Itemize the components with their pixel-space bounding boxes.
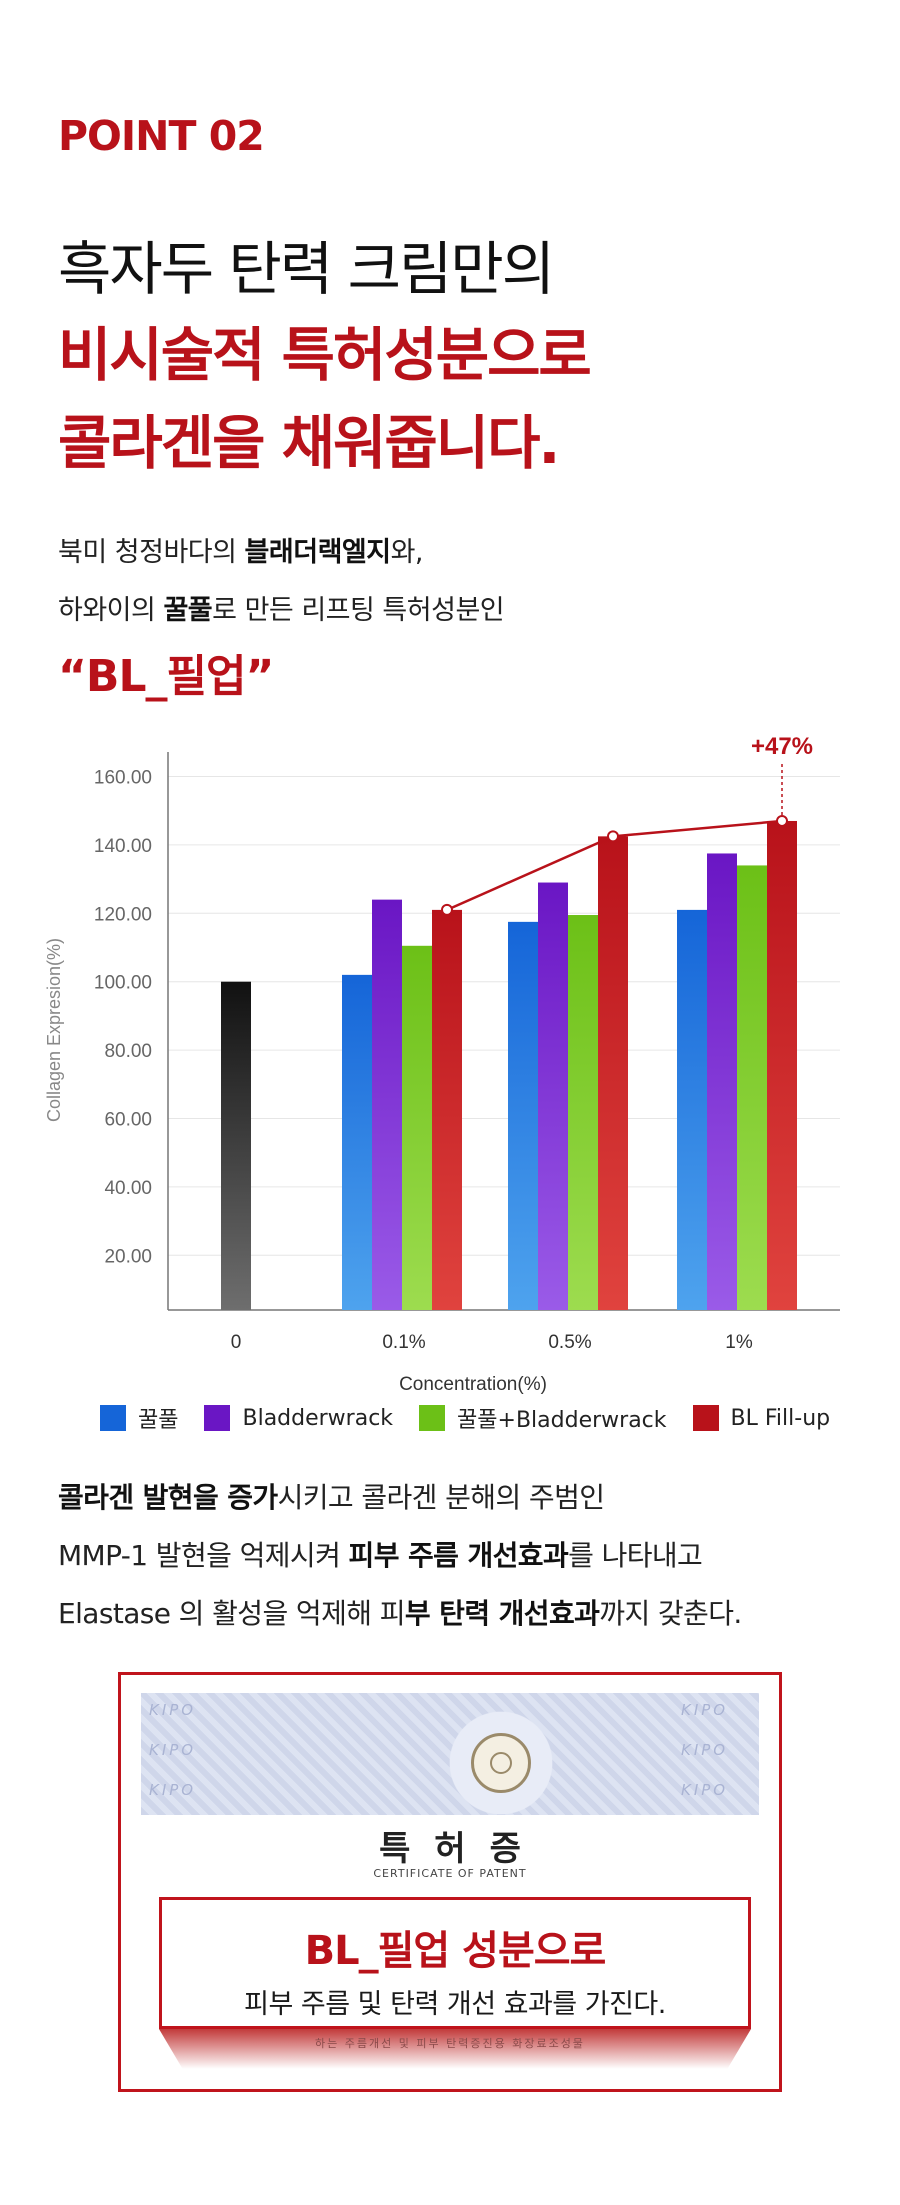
legend-swatch: [419, 1405, 446, 1431]
certificate-callout: BL_필업 성분으로 피부 주름 및 탄력 개선 효과를 가진다.: [159, 1897, 751, 2029]
annotation-label: +47%: [751, 733, 813, 760]
seal-inner-ring: [490, 1752, 512, 1774]
x-tick-label: 0.5%: [548, 1332, 591, 1353]
bar-control: [221, 981, 251, 1310]
legend-item: 꿀풀: [100, 1402, 178, 1434]
x-tick-label: 0.1%: [382, 1332, 425, 1353]
certificate-watermark: KIPO: [149, 1701, 197, 1719]
trend-point: [776, 814, 788, 827]
certificate-security-band: KIPO KIPO KIPO KIPO KIPO KIPO: [141, 1693, 759, 1823]
y-axis-label: Collagen Expresion(%): [44, 938, 64, 1122]
y-tick-label: 160.00: [94, 768, 152, 789]
body-bold: 부 탄력 개선효과: [404, 1597, 600, 1630]
bar-c1565d8: [677, 909, 707, 1310]
product-name: “BL_필업”: [58, 651, 274, 702]
chart-svg: 20.00 40.00 60.00 80.00 100.00 120.00 140.00 16…: [44, 733, 840, 1395]
headline-line-1: 흑자두 탄력 크림만의: [58, 235, 555, 303]
headline-line-2: 비시술적 특허성분으로: [58, 321, 592, 389]
bar-c6cc017: [568, 915, 598, 1310]
certificate-watermark: KIPO: [149, 1741, 197, 1759]
body-line-2: MMP-1 발현을 억제시켜 피부 주름 개선효과를 나타내고: [58, 1534, 703, 1574]
headline-line-3: 콜라겐을 채워줍니다.: [58, 409, 560, 477]
body-text: 를 나타내고: [568, 1539, 703, 1572]
legend-label: BL Fill-up: [730, 1405, 831, 1431]
callout-title: BL_필업 성분으로: [304, 1928, 607, 1974]
intro-bold-ingredient: 블래더랙엘지: [244, 537, 392, 568]
legend-item: Bladderwrack: [204, 1405, 393, 1431]
x-tick-label: 0: [231, 1332, 242, 1353]
certificate-watermark: KIPO: [149, 1781, 197, 1799]
certificate-subtitle: CERTIFICATE OF PATENT: [373, 1867, 527, 1880]
legend-swatch: [100, 1405, 126, 1431]
certificate-watermark: KIPO: [681, 1741, 729, 1759]
certificate-box-shadow: [159, 2029, 751, 2069]
body-line-3: Elastase 의 활성을 억제해 피부 탄력 개선효과까지 갖춘다.: [58, 1592, 742, 1632]
chart-legend: 꿀풀 Bladderwrack 꿀풀+Bladderwrack BL Fill-up: [100, 1402, 856, 1434]
y-tick-label: 80.00: [104, 1041, 152, 1062]
legend-swatch: [692, 1405, 719, 1431]
bar-c1565d8: [342, 974, 372, 1310]
body-text: 까지 갖춘다.: [599, 1597, 742, 1630]
certificate-watermark: KIPO: [681, 1701, 729, 1719]
y-tick-label: 100.00: [94, 973, 152, 994]
x-tick-label: 1%: [725, 1332, 753, 1353]
bar-c6cc017: [402, 945, 432, 1310]
trend-point: [607, 830, 619, 843]
intro-bold-ingredient: 꿀풀: [163, 595, 213, 626]
y-tick-label: 20.00: [104, 1246, 152, 1267]
body-text: MMP-1 발현을 억제시켜: [58, 1539, 349, 1572]
point-label: POINT 02: [58, 112, 265, 160]
legend-swatch: [204, 1405, 231, 1431]
y-tick-label: 40.00: [104, 1178, 152, 1199]
bar-c6a16c4: [707, 853, 737, 1310]
certificate-watermark: KIPO: [681, 1781, 729, 1799]
body-text: 시키고 콜라겐 분해의 주범인: [277, 1481, 605, 1514]
intro-text: 로 만든 리프팅 특허성분인: [212, 595, 505, 626]
certificate-faint-text: 하는 주름개선 및 피부 탄력증진용 화장료조성물: [315, 2037, 585, 2050]
body-line-1: 콜라겐 발현을 증가시키고 콜라겐 분해의 주범인: [58, 1476, 605, 1516]
trend-point: [441, 903, 453, 916]
y-tick-label: 120.00: [94, 904, 152, 925]
certificate-seal-icon: [471, 1733, 531, 1793]
body-bold: 콜라겐 발현을 증가: [58, 1481, 278, 1514]
body-bold: 피부 주름 개선효과: [348, 1539, 569, 1572]
callout-description: 피부 주름 및 탄력 개선 효과를 가진다.: [244, 1989, 666, 2020]
intro-text: 북미 청정바다의: [58, 537, 245, 568]
y-tick-label: 60.00: [104, 1109, 152, 1130]
legend-item: 꿀풀+Bladderwrack: [419, 1402, 667, 1434]
legend-item: BL Fill-up: [692, 1405, 831, 1431]
x-axis-label: Concentration(%): [399, 1374, 547, 1395]
certificate-title: 특허증: [379, 1829, 545, 1869]
bar-cb8121a: [767, 820, 797, 1310]
collagen-chart: 20.00 40.00 60.00 80.00 100.00 120.00 140.00 16…: [0, 710, 900, 1430]
bar-c1565d8: [508, 921, 538, 1310]
patent-certificate: KIPO KIPO KIPO KIPO KIPO KIPO 특허증 CERTIF…: [118, 1672, 782, 2092]
intro-text: 와,: [390, 537, 424, 568]
legend-label: 꿀풀: [138, 1408, 179, 1433]
intro-line-1: 북미 청정바다의 블래더랙엘지와,: [58, 530, 424, 569]
bar-c6a16c4: [538, 882, 568, 1310]
bar-c6a16c4: [372, 899, 402, 1310]
bar-c6cc017: [737, 865, 767, 1310]
y-tick-label: 140.00: [94, 836, 152, 857]
body-text: Elastase 의 활성을 억제해 피: [58, 1597, 405, 1630]
legend-label: Bladderwrack: [242, 1405, 394, 1431]
intro-text: 하와이의: [58, 595, 164, 626]
bar-cb8121a: [432, 909, 462, 1310]
legend-label: 꿀풀+Bladderwrack: [457, 1408, 667, 1433]
intro-line-2: 하와이의 꿀풀로 만든 리프팅 특허성분인: [58, 588, 505, 627]
bar-cb8121a: [598, 836, 628, 1310]
